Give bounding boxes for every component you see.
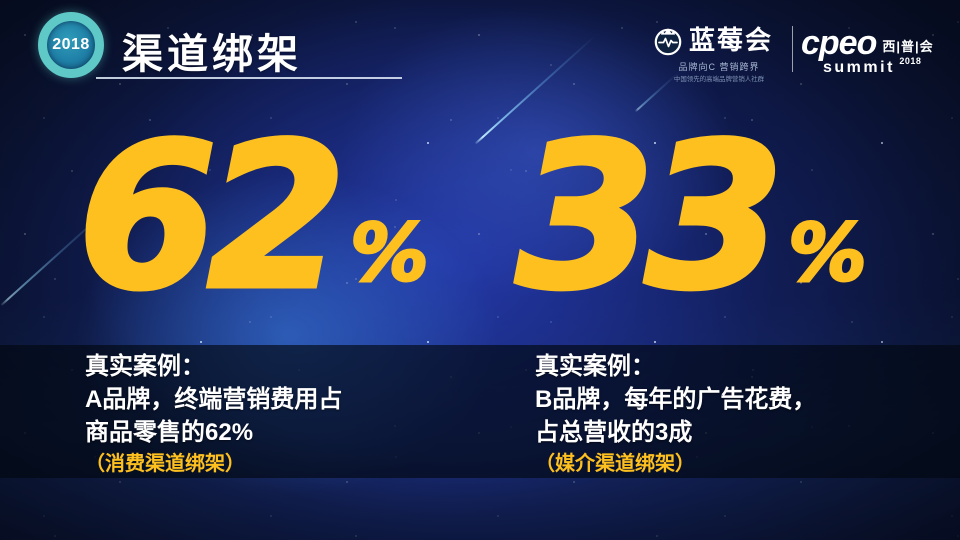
case-label: 真实案例： bbox=[85, 353, 205, 380]
case-label: 真实案例： bbox=[535, 353, 655, 380]
case-note: （媒介渠道绑架） bbox=[535, 453, 695, 475]
stat-digits: 33 bbox=[513, 101, 786, 334]
year-badge: 2018 bbox=[38, 12, 104, 78]
stat-value-left: 62% bbox=[75, 115, 430, 320]
cpeo-summit-logo: cpeo 西|普|会 summit 2018 bbox=[801, 26, 953, 77]
case-note: （消费渠道绑架） bbox=[85, 453, 245, 475]
percent-sign: % bbox=[787, 209, 868, 299]
case-study-right: 真实案例： B品牌，每年的广告花费， 占总营收的3成 （媒介渠道绑架） bbox=[535, 350, 960, 480]
lanmeihui-logo: 蓝莓会 品牌向C 营销跨界 中国领先的高端品牌营销人社群 bbox=[650, 20, 788, 84]
badge-year-label: 2018 bbox=[52, 36, 90, 53]
logo-divider bbox=[792, 26, 793, 72]
cpeo-wordmark: cpeo bbox=[801, 24, 877, 62]
lanmeihui-subtitle: 中国领先的高端品牌营销人社群 bbox=[673, 76, 765, 83]
cpeo-summit-label: summit bbox=[823, 59, 895, 76]
stat-digits: 62 bbox=[75, 101, 348, 334]
case-description-line1: A品牌，终端营销费用占 bbox=[85, 386, 343, 413]
blueberry-crown-icon bbox=[650, 21, 686, 57]
cpeo-year-label: 2018 bbox=[899, 56, 922, 66]
lanmeihui-wordmark: 蓝莓会 bbox=[689, 25, 774, 55]
cpeo-chinese-name: 西|普|会 bbox=[882, 39, 934, 54]
case-study-left: 真实案例： A品牌，终端营销费用占 商品零售的62% （消费渠道绑架） bbox=[85, 350, 515, 480]
percent-sign: % bbox=[349, 209, 430, 299]
page-title: 渠道绑架 bbox=[122, 31, 302, 77]
case-description-line2: 商品零售的62% bbox=[85, 419, 254, 446]
lanmeihui-tagline: 品牌向C 营销跨界 bbox=[678, 62, 760, 72]
case-description-line1: B品牌，每年的广告花费， bbox=[535, 386, 817, 413]
stat-value-right: 33% bbox=[513, 115, 868, 320]
case-description-line2: 占总营收的3成 bbox=[535, 419, 693, 446]
title-underline bbox=[96, 77, 402, 79]
caption-band bbox=[0, 345, 960, 478]
